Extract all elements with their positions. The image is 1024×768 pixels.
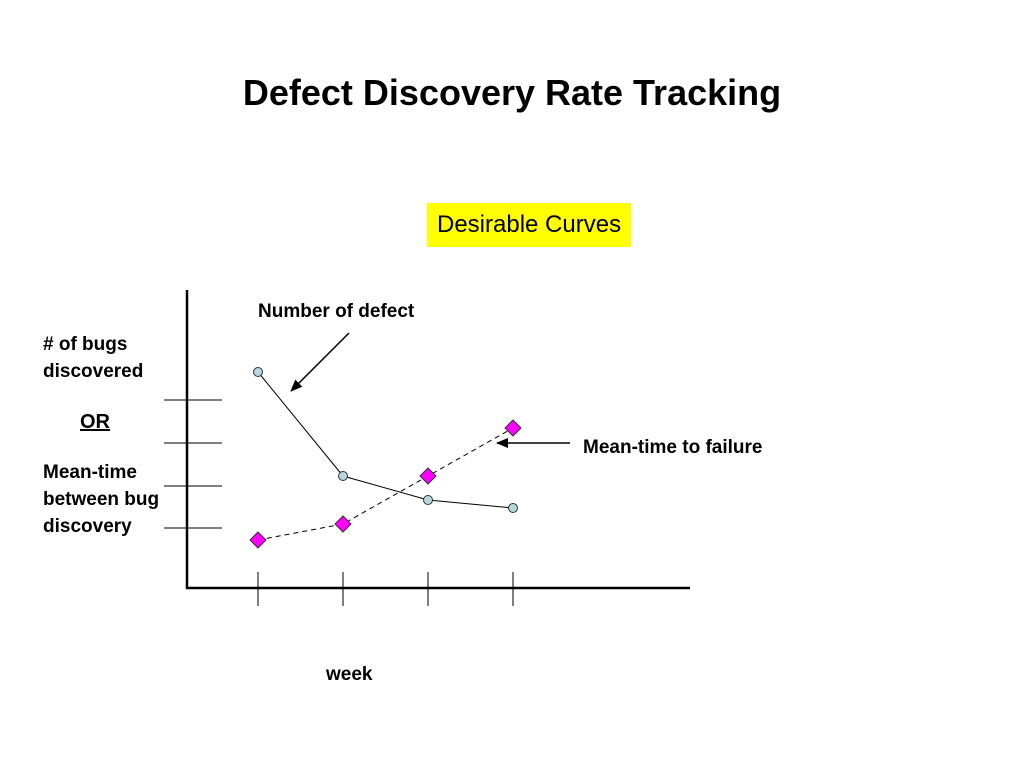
chart-annotations: Number of defect Mean-time to failure <box>258 301 762 458</box>
y-axis-label-top: # of bugs discovered <box>43 334 144 382</box>
series-2-point-2 <box>334 515 352 533</box>
series-1-point-2 <box>338 471 348 481</box>
series-2-point-4 <box>504 419 522 437</box>
series-1-line <box>257 371 514 509</box>
y-axis-label-or: OR <box>80 411 110 433</box>
arrow-number-of-defect <box>290 332 350 392</box>
y-axis-label-bottom: Mean-time between bug discovery <box>43 462 160 537</box>
x-axis-label: week <box>326 664 373 685</box>
series-2 <box>249 419 522 549</box>
slide-title: Defect Discovery Rate Tracking <box>242 72 782 113</box>
series-1-point-4 <box>508 503 518 513</box>
series-1-point-3 <box>423 495 433 505</box>
annotation-mean-time-to-failure: Mean-time to failure <box>583 437 762 458</box>
series-2-line <box>257 427 514 541</box>
series-2-point-3 <box>419 467 437 485</box>
series-1-point-1 <box>253 367 263 377</box>
series-1 <box>253 367 518 513</box>
chart-axes <box>164 290 690 606</box>
chart-series <box>249 367 522 549</box>
annotation-number-of-defect: Number of defect <box>258 301 415 322</box>
desirable-curves-badge: Desirable Curves <box>427 203 632 247</box>
series-2-point-1 <box>249 531 267 549</box>
